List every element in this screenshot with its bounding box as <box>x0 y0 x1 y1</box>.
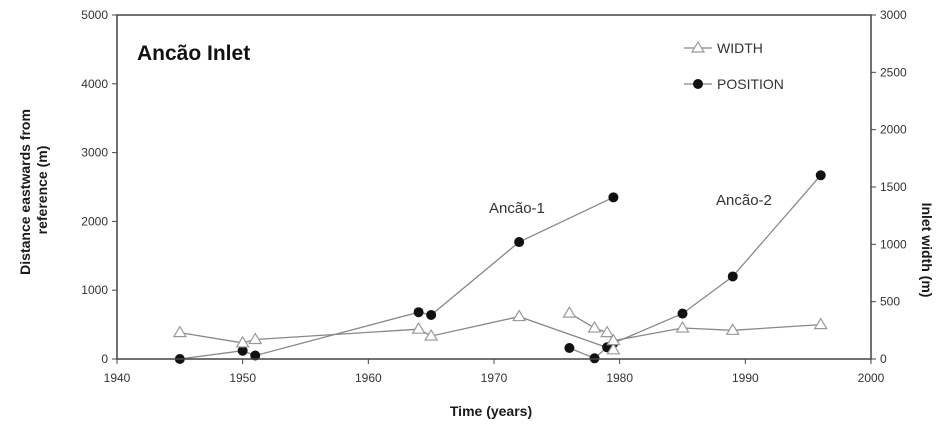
y2-tick-label: 1000 <box>880 237 907 251</box>
y-tick-label: 2000 <box>81 214 108 228</box>
annotation-ancao-1: Ancão-1 <box>489 200 545 217</box>
width-point <box>606 333 621 346</box>
width-point <box>587 320 602 333</box>
y2-tick-label: 500 <box>880 295 900 309</box>
y-tick-label: 3000 <box>81 146 108 160</box>
plot-markers <box>172 170 828 364</box>
x-tick-label: 1940 <box>104 371 131 385</box>
y2-tick-label: 1500 <box>880 180 907 194</box>
position-point <box>413 307 424 318</box>
axis-ticks: 1940 1950 1960 1970 1980 1990 2000 0 1000 2000 300… <box>81 8 907 385</box>
width-point <box>248 332 263 345</box>
position-point <box>815 170 826 181</box>
legend: WIDTH POSITION <box>684 40 784 92</box>
x-axis-title: Time (years) <box>450 403 532 419</box>
width-point <box>675 320 690 333</box>
legend-width-label: WIDTH <box>717 40 763 56</box>
position-point <box>564 342 575 353</box>
width-point <box>606 342 621 355</box>
x-tick-label: 1980 <box>606 371 633 385</box>
width-point <box>235 335 250 348</box>
width-point <box>562 305 577 318</box>
position-point <box>237 345 248 356</box>
y2-tick-label: 0 <box>880 352 887 366</box>
legend-position-label: POSITION <box>717 76 784 92</box>
y-axis-title-line-2: reference (m) <box>34 146 50 235</box>
width-point <box>512 309 527 322</box>
position-point <box>677 308 688 319</box>
position-point <box>514 237 525 248</box>
x-tick-label: 1960 <box>355 371 382 385</box>
x-tick-label: 1950 <box>229 371 256 385</box>
position-point <box>608 192 619 203</box>
width-point <box>411 322 426 334</box>
width-point <box>725 323 740 335</box>
legend-width-triangle-marker <box>690 40 706 53</box>
position-point <box>426 309 437 320</box>
y-tick-label: 1000 <box>81 283 108 297</box>
x-tick-label: 1970 <box>481 371 508 385</box>
width-point <box>600 325 615 338</box>
y2-axis-title: Inlet width (m) <box>919 203 935 298</box>
width-point <box>424 328 439 341</box>
x-tick-label: 2000 <box>858 371 885 385</box>
y-tick-label: 0 <box>101 352 108 366</box>
annotation-ancao-2: Ancão-2 <box>716 192 772 209</box>
y-axis-title: Distance eastwards from reference (m) <box>17 105 50 275</box>
y2-tick-label: 3000 <box>880 8 907 22</box>
y2-tick-label: 2500 <box>880 65 907 79</box>
x-tick-label: 1990 <box>732 371 759 385</box>
chart-title: Ancão Inlet <box>137 42 250 65</box>
y-tick-label: 4000 <box>81 77 108 91</box>
width-point <box>172 325 187 338</box>
legend-position-circle-marker <box>693 79 703 89</box>
position-point <box>727 271 738 282</box>
y-tick-label: 5000 <box>81 8 108 22</box>
y2-tick-label: 2000 <box>880 123 907 137</box>
y-axis-title-line-1: Distance eastwards from <box>17 109 33 275</box>
position-point <box>250 350 261 361</box>
width-point <box>813 317 828 330</box>
